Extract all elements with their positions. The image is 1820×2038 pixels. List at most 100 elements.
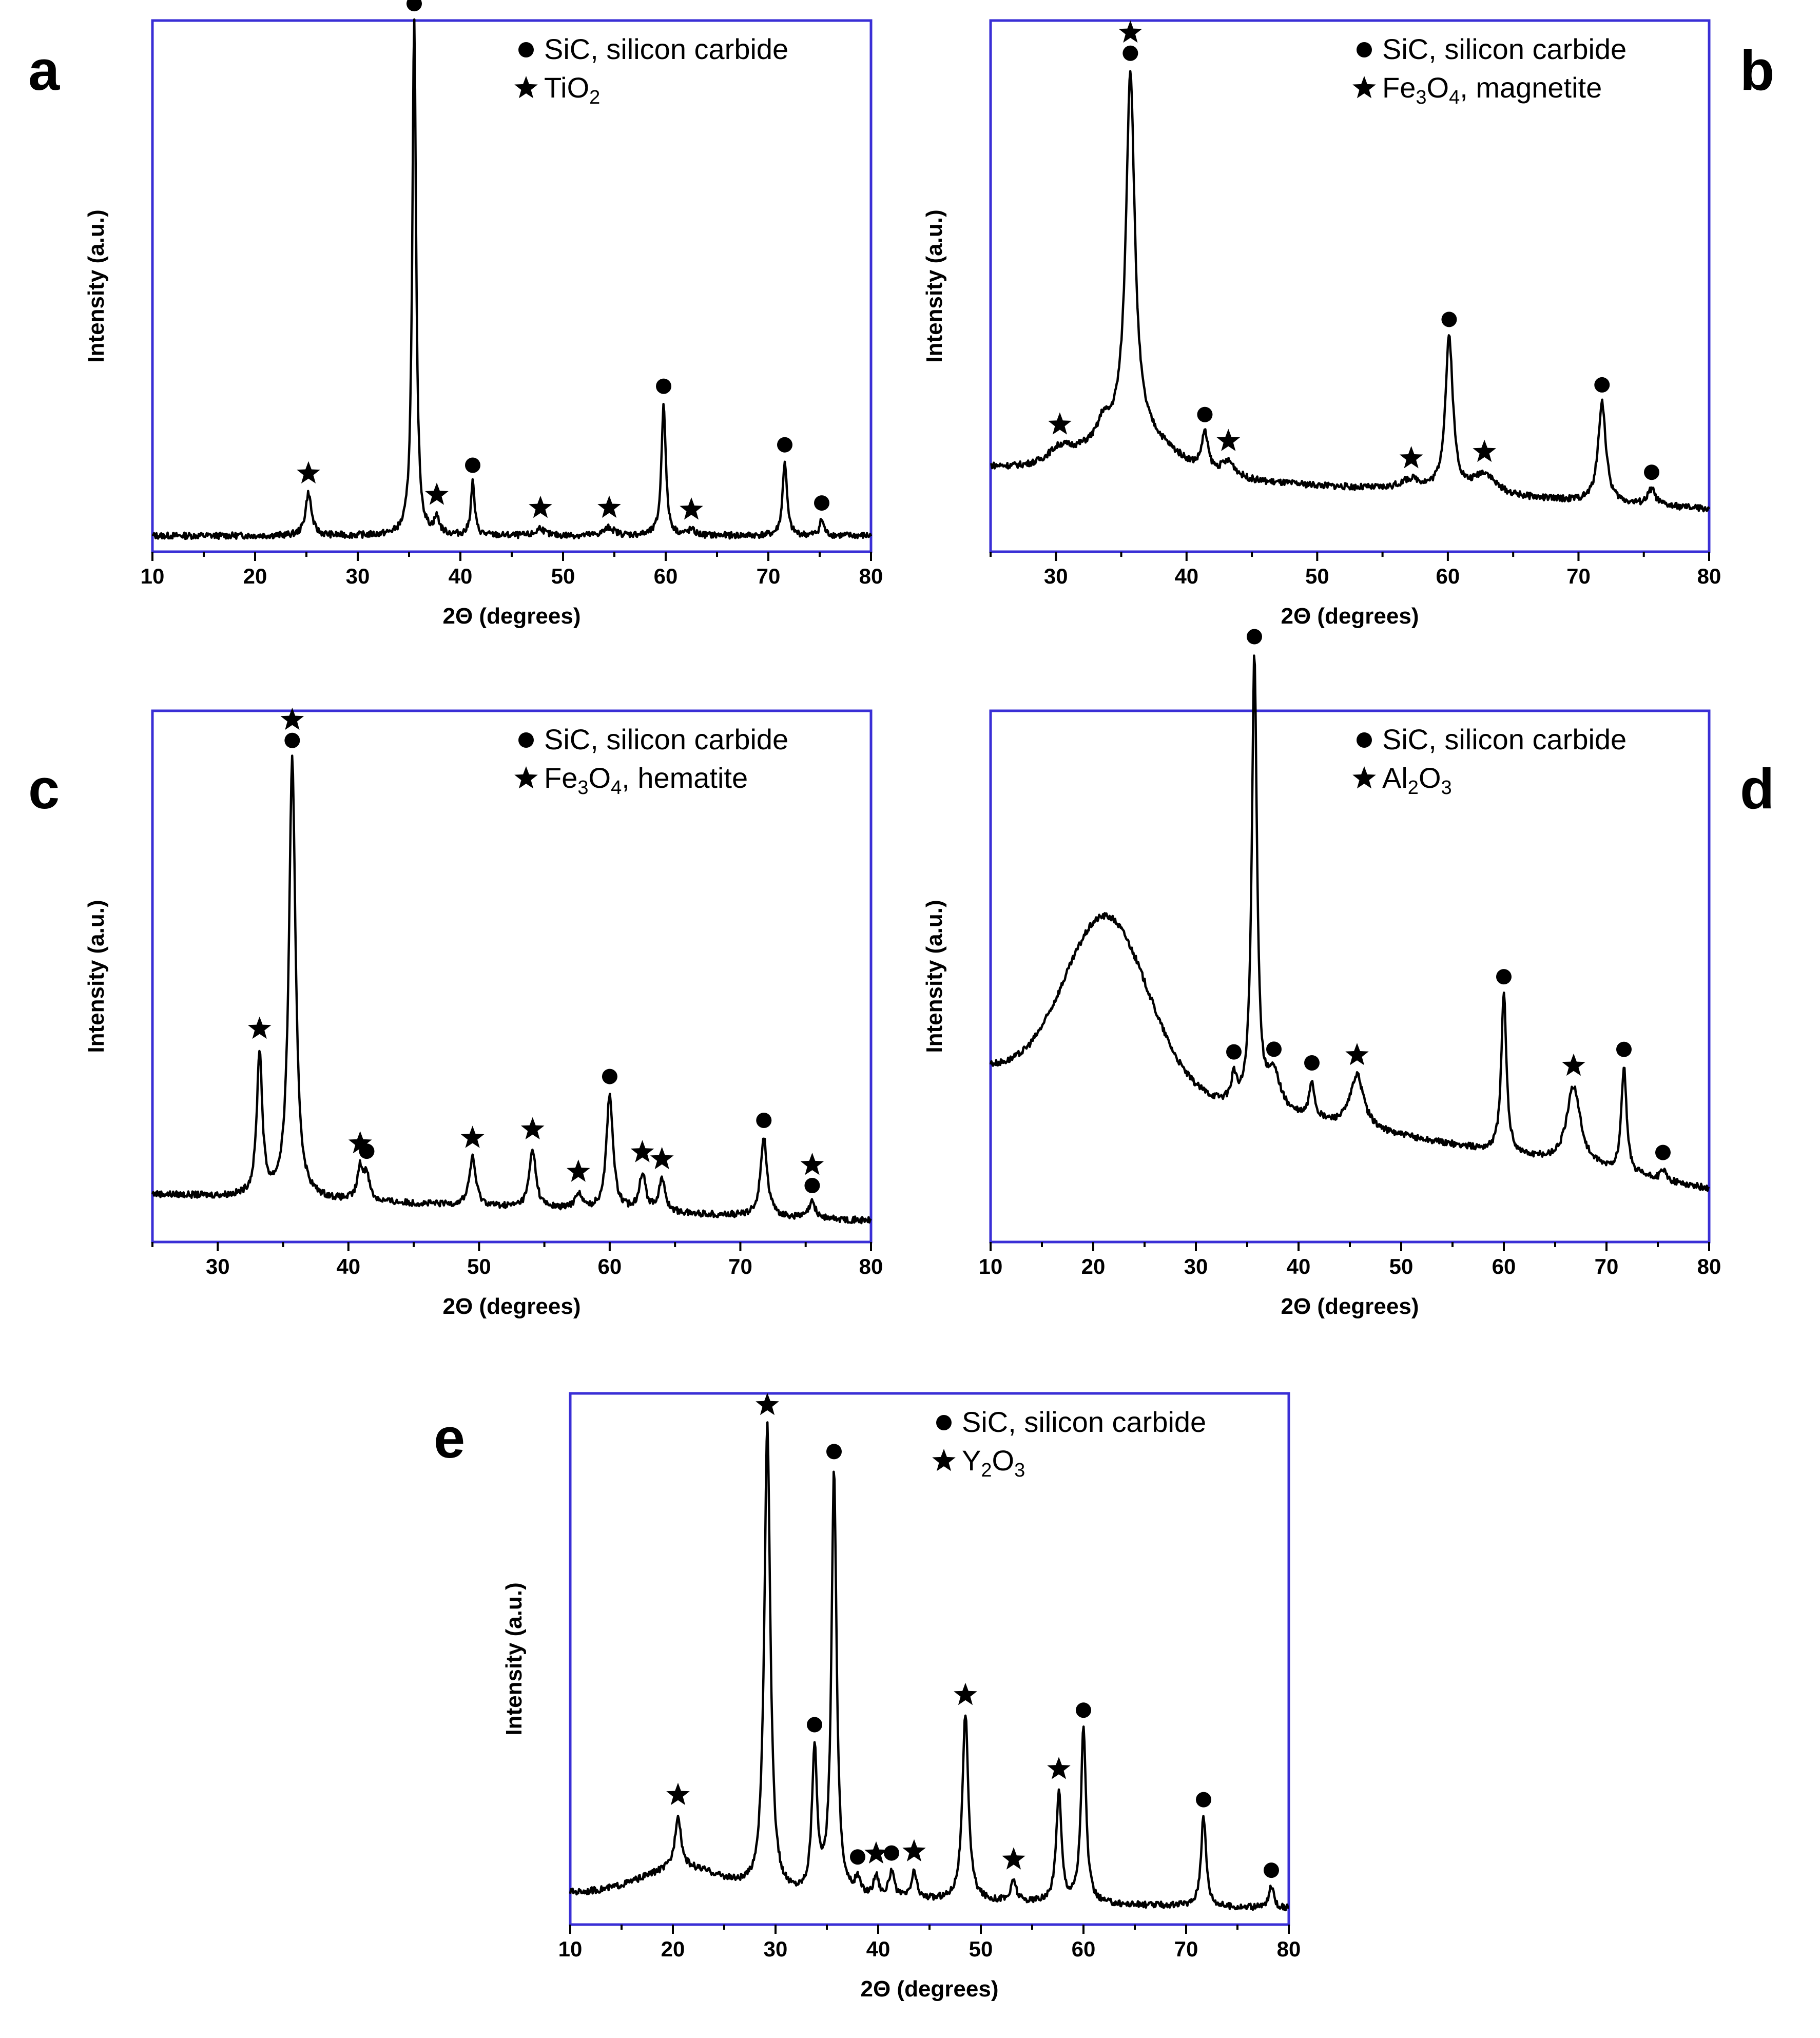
chart-panel-a: a 10 20 30 40 50 60 70 80 2Θ (degrees) Intensity (… [28, 0, 883, 629]
sic-peak-marker [602, 1069, 617, 1084]
legend-subscript: 2 [589, 87, 600, 108]
x-axis-title: 2Θ (degrees) [443, 604, 581, 629]
sic-peak-marker [1226, 1044, 1242, 1060]
plot-frame [569, 1392, 1290, 1926]
xrd-trace [990, 70, 1710, 513]
oxide-peak-marker [1399, 446, 1423, 469]
legend-text-part: TiO [544, 71, 589, 104]
legend-circle-icon [936, 1415, 952, 1430]
panel-letter: e [434, 1407, 465, 1470]
legend-text-part: , magnetite [1460, 71, 1602, 104]
oxide-peak-marker [520, 1117, 545, 1140]
x-tick-label: 10 [979, 1254, 1003, 1278]
legend-text-part: Al [1382, 762, 1408, 794]
sic-peak-marker [1196, 1792, 1211, 1808]
legend-text-part: O [992, 1444, 1015, 1477]
sic-peak-marker [804, 1178, 820, 1194]
legend-text-part: , hematite [622, 762, 748, 794]
legend-star-icon [932, 1449, 956, 1471]
sic-peak-marker [1594, 377, 1610, 393]
legend-subscript: 3 [1441, 777, 1452, 799]
oxide-peak-marker [650, 1147, 674, 1170]
x-tick-label: 50 [551, 564, 575, 588]
chart-panel-e: e 10 20 30 40 50 60 70 80 2Θ (degrees) Intensity (… [434, 1392, 1301, 2002]
legend-text-part: Y [962, 1444, 981, 1477]
legend-circle-icon [518, 42, 534, 57]
oxide-peak-marker [460, 1125, 485, 1148]
x-tick-label: 40 [449, 564, 473, 588]
oxide-peak-marker [1048, 412, 1072, 435]
legend-subscript: 2 [1408, 777, 1419, 799]
sic-peak-marker [656, 378, 671, 394]
legend-subscript: 4 [1449, 87, 1460, 108]
y-axis-title: Intensity (a.u.) [501, 1582, 527, 1735]
x-tick-label: 80 [1697, 564, 1721, 588]
x-tick-label: 50 [467, 1254, 491, 1278]
x-tick-label: 20 [661, 1937, 685, 1961]
legend-entry-text: SiC, silicon carbide [962, 1406, 1206, 1438]
oxide-peak-marker [348, 1131, 372, 1154]
sic-peak-marker [1616, 1041, 1632, 1057]
oxide-peak-marker [1216, 429, 1241, 451]
x-tick-label: 10 [141, 564, 165, 588]
x-tick-label: 40 [866, 1937, 890, 1961]
legend-star-icon [514, 76, 538, 99]
xrd-trace [151, 754, 872, 1225]
x-tick-label: 50 [969, 1937, 993, 1961]
oxide-peak-marker [1047, 1757, 1071, 1779]
sic-peak-marker [1304, 1055, 1320, 1071]
oxide-peak-marker [1118, 20, 1143, 43]
x-tick-label: 80 [859, 564, 883, 588]
oxide-peak-marker [425, 482, 449, 505]
legend-circle-icon [518, 732, 534, 748]
x-tick-label: 60 [1436, 564, 1460, 588]
legend-star-icon [1352, 766, 1376, 789]
legend-star-icon [514, 766, 538, 789]
panel-letter: b [1740, 39, 1774, 102]
chart-panel-d: d 10 20 30 40 50 60 70 80 2Θ (degrees) Intensity (… [922, 629, 1774, 1319]
x-tick-label: 30 [764, 1937, 788, 1961]
sic-peak-marker [406, 0, 422, 12]
x-tick-label: 20 [243, 564, 267, 588]
x-tick-label: 30 [1184, 1254, 1208, 1278]
oxide-peak-marker [247, 1016, 272, 1039]
oxide-peak-marker [529, 495, 552, 518]
x-tick-label: 40 [336, 1254, 360, 1278]
oxide-peak-marker [1002, 1847, 1025, 1870]
sic-peak-marker [756, 1112, 772, 1128]
xrd-trace [151, 18, 873, 540]
legend-subscript: 3 [1014, 1460, 1025, 1481]
legend-circle-icon [1357, 42, 1372, 57]
sic-peak-marker [777, 437, 792, 453]
legend-subscript: 2 [981, 1460, 992, 1481]
legend-subscript: 3 [577, 777, 588, 799]
x-tick-label: 70 [1174, 1937, 1198, 1961]
x-tick-label: 40 [1287, 1254, 1311, 1278]
legend-text-part: O [1427, 71, 1449, 104]
oxide-peak-marker [666, 1782, 690, 1806]
legend-subscript: 4 [611, 777, 622, 799]
oxide-peak-marker [297, 461, 320, 483]
oxide-peak-marker [902, 1839, 926, 1861]
oxide-peak-marker [864, 1841, 888, 1864]
oxide-peak-marker [800, 1153, 824, 1175]
sic-peak-marker [284, 732, 300, 748]
x-axis-title: 2Θ (degrees) [1281, 1294, 1419, 1319]
plot-frame [989, 19, 1711, 553]
oxide-peak-marker [1562, 1053, 1585, 1076]
sic-peak-marker [1076, 1702, 1091, 1718]
x-axis-title: 2Θ (degrees) [443, 1294, 581, 1319]
legend-entry-text: Fe3O4, magnetite [1382, 71, 1602, 108]
x-tick-label: 80 [1277, 1937, 1301, 1961]
oxide-peak-marker [630, 1140, 654, 1162]
x-tick-label: 60 [1072, 1937, 1096, 1961]
sic-peak-marker [465, 457, 480, 473]
x-tick-label: 60 [1492, 1254, 1516, 1278]
sic-peak-marker [359, 1143, 375, 1159]
sic-peak-marker [1655, 1144, 1671, 1160]
y-axis-title: Intensity (a.u.) [84, 900, 109, 1053]
sic-peak-marker [1441, 312, 1457, 327]
x-tick-label: 50 [1389, 1254, 1414, 1278]
oxide-peak-marker [567, 1159, 590, 1182]
sic-peak-marker [884, 1845, 899, 1861]
